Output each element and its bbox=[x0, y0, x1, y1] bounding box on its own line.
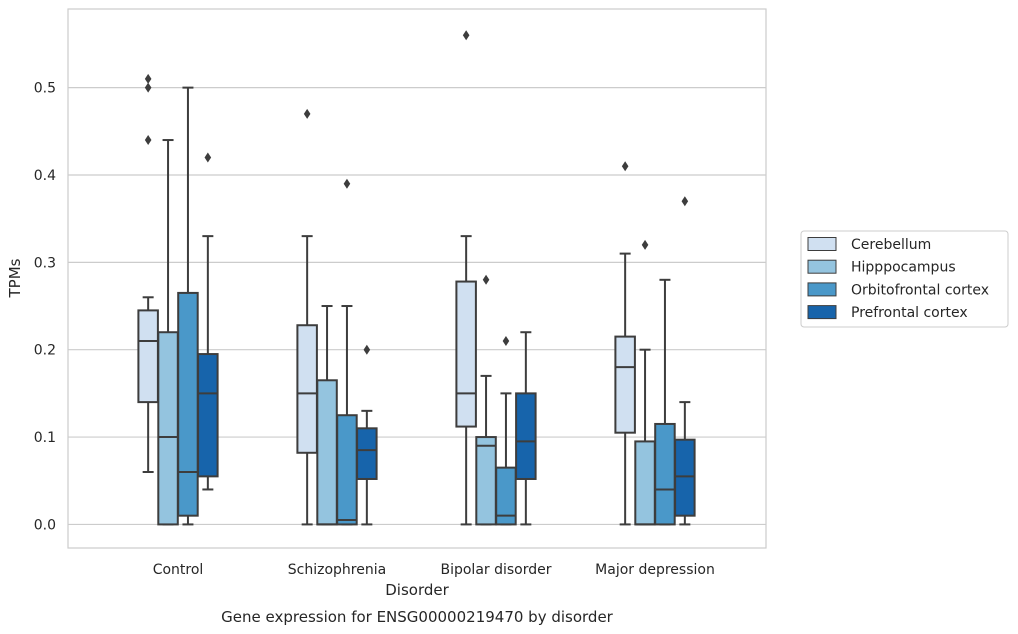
box-iqr bbox=[515, 392, 537, 480]
series-orbitofrontal-cortex bbox=[177, 86, 676, 526]
y-tick-label: 0.0 bbox=[34, 517, 56, 533]
outlier-point bbox=[204, 152, 212, 163]
box bbox=[654, 278, 676, 526]
outlier-point bbox=[144, 135, 152, 146]
series-hipppocampus bbox=[157, 139, 656, 526]
x-tick-label: Control bbox=[153, 562, 204, 578]
box-iqr bbox=[296, 324, 318, 454]
y-tick-label: 0.5 bbox=[34, 81, 56, 97]
box-iqr bbox=[137, 309, 159, 404]
box bbox=[197, 152, 219, 491]
box bbox=[495, 335, 517, 526]
box-iqr bbox=[336, 414, 358, 526]
x-axis-ticks: Control Schizophrenia Bipolar disorder Majo… bbox=[153, 562, 715, 578]
box-iqr bbox=[614, 335, 636, 434]
outlier-point bbox=[681, 196, 689, 207]
y-tick-label: 0.3 bbox=[34, 255, 56, 271]
outlier-point bbox=[502, 335, 510, 346]
box bbox=[674, 196, 696, 526]
box-iqr bbox=[197, 353, 219, 478]
y-tick-label: 0.1 bbox=[34, 430, 56, 446]
box bbox=[515, 331, 537, 526]
y-tick-label: 0.2 bbox=[34, 343, 56, 359]
series-prefrontal-cortex bbox=[197, 152, 696, 526]
outlier-point bbox=[144, 73, 152, 84]
outlier-point bbox=[462, 30, 470, 41]
legend-label: Prefrontal cortex bbox=[851, 305, 968, 321]
legend-label: Orbitofrontal cortex bbox=[851, 282, 989, 298]
figure-caption: Gene expression for ENSG00000219470 by d… bbox=[221, 608, 614, 626]
box bbox=[316, 305, 338, 526]
x-tick-label: Bipolar disorder bbox=[440, 562, 551, 578]
box bbox=[475, 274, 497, 526]
outlier-point bbox=[363, 344, 371, 355]
legend: Cerebellum Hipppocampus Orbitofrontal cort… bbox=[800, 230, 1009, 328]
x-axis-label: Disorder bbox=[385, 581, 449, 599]
legend-label: Hipppocampus bbox=[851, 260, 956, 276]
legend-swatch bbox=[807, 259, 837, 274]
outlier-point bbox=[482, 274, 490, 285]
outlier-point bbox=[303, 108, 311, 119]
box-iqr bbox=[455, 280, 477, 428]
box bbox=[296, 108, 318, 526]
box-iqr bbox=[177, 291, 199, 517]
legend-label: Cerebellum bbox=[851, 237, 931, 253]
y-axis-ticks: 0.0 0.1 0.2 0.3 0.4 0.5 bbox=[34, 81, 56, 534]
outlier-point bbox=[144, 82, 152, 93]
box-iqr bbox=[475, 436, 497, 526]
box bbox=[336, 178, 358, 526]
outlier-point bbox=[641, 239, 649, 250]
box-iqr bbox=[495, 466, 517, 526]
box-iqr bbox=[634, 440, 656, 526]
y-tick-label: 0.4 bbox=[34, 168, 56, 184]
plot-frame bbox=[67, 8, 767, 549]
box-iqr bbox=[674, 438, 696, 517]
box bbox=[157, 139, 179, 526]
legend-frame bbox=[800, 230, 1009, 328]
box bbox=[137, 73, 159, 473]
legend-swatch bbox=[807, 305, 837, 320]
box-iqr bbox=[316, 379, 338, 526]
box bbox=[614, 161, 636, 526]
box bbox=[455, 30, 477, 526]
legend-swatch bbox=[807, 282, 837, 297]
box-plot-series bbox=[137, 30, 696, 526]
x-tick-label: Schizophrenia bbox=[288, 562, 386, 578]
box bbox=[356, 344, 378, 526]
outlier-point bbox=[621, 161, 629, 172]
outlier-point bbox=[343, 178, 351, 189]
box-iqr bbox=[654, 422, 676, 526]
x-tick-label: Major depression bbox=[595, 562, 715, 578]
y-axis-label: TPMs bbox=[6, 258, 24, 298]
box-iqr bbox=[157, 331, 179, 526]
box-iqr bbox=[356, 427, 378, 480]
series-cerebellum bbox=[137, 30, 636, 526]
box bbox=[634, 239, 656, 526]
legend-swatch bbox=[807, 237, 837, 251]
box bbox=[177, 86, 199, 526]
